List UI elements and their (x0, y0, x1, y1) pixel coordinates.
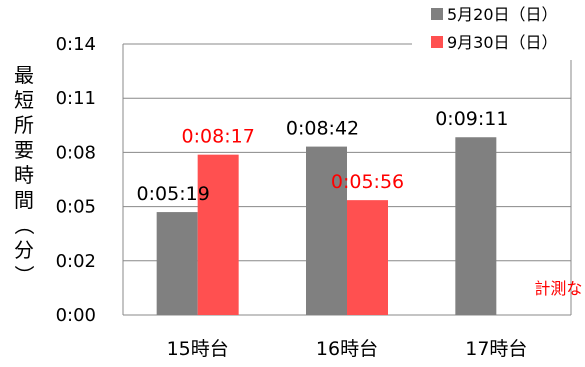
bar (156, 212, 198, 315)
y-tick-label: 0:14 (56, 34, 96, 55)
annotations: 計測なし (534, 279, 585, 298)
data-label: 0:09:11 (435, 108, 508, 130)
legend-swatch (431, 8, 443, 20)
y-axis-label-char: 時 (14, 163, 34, 187)
legend-label: 9月30日（日） (447, 33, 558, 52)
y-tick-label: 0:11 (56, 88, 96, 109)
x-tick-label: 15時台 (167, 338, 229, 360)
y-axis-label-char: 分 (14, 238, 34, 262)
bars (156, 137, 497, 315)
legend: 5月20日（日） 9月30日（日） (412, 2, 584, 60)
y-axis-label-char: （ (12, 215, 36, 235)
data-label: 0:08:42 (286, 118, 359, 140)
data-label: 0:05:19 (137, 183, 210, 205)
legend-swatch (431, 36, 443, 48)
data-label: 0:05:56 (331, 171, 404, 193)
y-tick-label: 0:05 (56, 197, 96, 218)
annotation-note: 計測なし (534, 279, 585, 298)
x-tick-label: 17時台 (465, 338, 527, 360)
y-axis-label-char: 最 (14, 63, 34, 87)
y-tick-label: 0:00 (56, 305, 96, 326)
y-axis-label-char: 所 (14, 113, 34, 137)
bar (455, 137, 497, 315)
y-tick-label: 0:08 (56, 142, 96, 163)
x-axis-categories: 15時台 16時台 17時台 (167, 338, 528, 360)
y-axis-label-char: ） (12, 265, 36, 285)
y-axis-label-char: 短 (14, 88, 34, 112)
bar (347, 200, 388, 315)
legend-label: 5月20日（日） (447, 5, 558, 24)
y-axis-label-char: 間 (14, 188, 34, 212)
data-labels: 0:05:19 0:08:17 0:08:42 0:05:56 0:09:11 (137, 108, 509, 205)
bar (306, 146, 347, 315)
data-label: 0:08:17 (182, 126, 255, 148)
y-axis-label-char: 要 (14, 138, 34, 162)
y-tick-label: 0:02 (56, 251, 96, 272)
y-axis-ticks: 0:00 0:02 0:05 0:08 0:11 0:14 (56, 34, 96, 326)
bar (197, 154, 239, 315)
x-tick-label: 16時台 (316, 338, 378, 360)
